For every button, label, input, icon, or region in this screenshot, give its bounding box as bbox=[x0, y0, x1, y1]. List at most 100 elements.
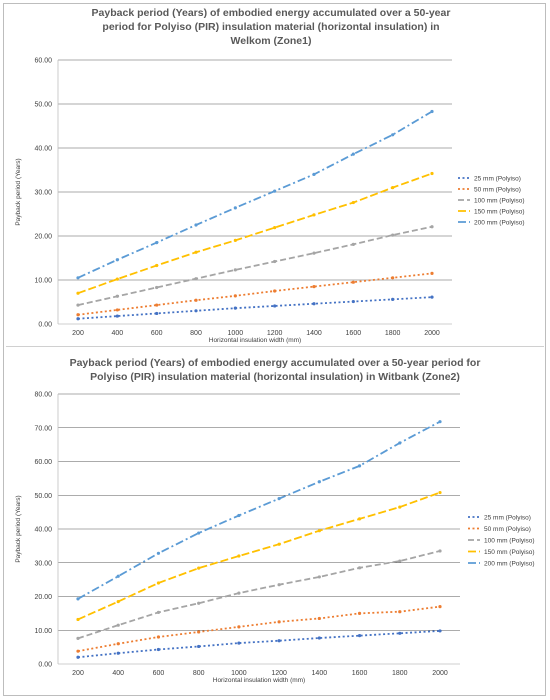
data-point bbox=[115, 314, 119, 318]
x-tick-label: 1400 bbox=[306, 330, 322, 337]
data-point bbox=[233, 306, 237, 310]
legend-label: 200 mm (Polyiso) bbox=[474, 219, 525, 226]
data-point bbox=[76, 649, 80, 653]
y-tick-label: 30.00 bbox=[34, 560, 52, 567]
y-tick-label: 0.00 bbox=[38, 322, 52, 329]
data-point bbox=[116, 574, 120, 578]
series-150mm bbox=[76, 490, 442, 622]
data-point bbox=[76, 597, 80, 601]
series-line bbox=[77, 550, 441, 640]
y-tick-label: 40.00 bbox=[34, 527, 52, 534]
data-point bbox=[197, 566, 201, 570]
data-point bbox=[438, 420, 442, 424]
chart-welkom: Payback period (Years) of embodied energ… bbox=[15, 7, 525, 344]
data-point bbox=[115, 277, 119, 281]
legend-label: 150 mm (Polyiso) bbox=[474, 208, 525, 215]
data-point bbox=[237, 591, 241, 595]
x-axis-label: Horizontal insulation width (mm) bbox=[213, 677, 305, 684]
data-point bbox=[76, 291, 80, 295]
series-50mm bbox=[76, 605, 442, 653]
data-point bbox=[317, 480, 321, 484]
data-point bbox=[116, 623, 120, 627]
data-point bbox=[317, 529, 321, 533]
x-tick-label: 400 bbox=[112, 670, 124, 677]
data-point bbox=[116, 599, 120, 604]
data-point bbox=[197, 644, 201, 649]
x-tick-label: 1600 bbox=[352, 670, 368, 677]
data-point bbox=[233, 238, 237, 242]
data-point bbox=[430, 271, 434, 275]
data-point bbox=[357, 611, 362, 615]
y-tick-label: 10.00 bbox=[34, 628, 52, 635]
data-point bbox=[155, 303, 159, 307]
series-150mm bbox=[76, 171, 434, 295]
legend-label: 150 mm (Polyiso) bbox=[484, 549, 535, 556]
data-point bbox=[398, 610, 402, 614]
data-point bbox=[197, 531, 201, 535]
legend-entry: 100 mm (Polyiso) bbox=[458, 197, 525, 204]
data-point bbox=[351, 280, 355, 284]
series-line bbox=[77, 491, 441, 621]
data-point bbox=[351, 242, 355, 246]
x-tick-label: 600 bbox=[153, 670, 165, 677]
data-point bbox=[115, 308, 119, 312]
data-point bbox=[76, 303, 80, 307]
chart-title-line: Payback period (Years) of embodied energ… bbox=[92, 7, 451, 19]
y-tick-label: 60.00 bbox=[34, 459, 52, 466]
legend-label: 100 mm (Polyiso) bbox=[474, 197, 525, 204]
legend-entry: 200 mm (Polyiso) bbox=[468, 560, 535, 567]
x-tick-label: 2000 bbox=[424, 330, 440, 337]
data-point bbox=[115, 258, 119, 262]
figure-frame bbox=[3, 3, 546, 696]
x-tick-label: 200 bbox=[72, 670, 84, 677]
x-tick-label: 1800 bbox=[385, 330, 401, 337]
series-line bbox=[77, 172, 433, 295]
data-point bbox=[273, 226, 277, 230]
data-point bbox=[277, 542, 281, 546]
data-point bbox=[233, 268, 237, 272]
series-line bbox=[77, 420, 441, 600]
series-line bbox=[77, 225, 433, 306]
data-point bbox=[194, 223, 198, 227]
data-point bbox=[156, 581, 161, 585]
chart-title-line: Welkom (Zone1) bbox=[231, 35, 312, 47]
data-point bbox=[312, 172, 316, 176]
data-point bbox=[351, 299, 355, 304]
series-line bbox=[77, 296, 433, 320]
x-tick-label: 600 bbox=[151, 330, 163, 337]
data-point bbox=[438, 490, 442, 495]
data-point bbox=[312, 285, 316, 289]
data-point bbox=[398, 505, 402, 509]
data-point bbox=[430, 225, 434, 229]
data-point bbox=[273, 289, 277, 293]
data-point bbox=[197, 601, 201, 605]
data-point bbox=[391, 297, 395, 301]
data-point bbox=[391, 276, 395, 280]
legend-label: 25 mm (Polyiso) bbox=[474, 175, 521, 182]
y-tick-label: 20.00 bbox=[34, 594, 52, 601]
data-point bbox=[277, 497, 281, 501]
data-point bbox=[155, 285, 159, 290]
series-line bbox=[77, 630, 441, 659]
chart-title-line: Payback period (Years) of embodied energ… bbox=[70, 357, 481, 369]
data-point bbox=[391, 186, 395, 190]
series-line bbox=[77, 272, 433, 316]
data-point bbox=[156, 635, 161, 639]
data-point bbox=[156, 610, 161, 614]
x-tick-label: 800 bbox=[190, 330, 202, 337]
data-point bbox=[277, 583, 281, 587]
data-point bbox=[194, 298, 198, 302]
data-point bbox=[237, 554, 241, 558]
y-tick-label: 20.00 bbox=[34, 234, 52, 241]
legend-entry: 200 mm (Polyiso) bbox=[458, 219, 525, 226]
data-point bbox=[237, 625, 241, 629]
x-tick-label: 1600 bbox=[346, 330, 362, 337]
y-tick-label: 70.00 bbox=[34, 425, 52, 432]
series-line bbox=[77, 605, 441, 653]
data-point bbox=[398, 631, 402, 635]
data-point bbox=[233, 206, 237, 210]
y-tick-label: 50.00 bbox=[34, 102, 52, 109]
legend-entry: 100 mm (Polyiso) bbox=[468, 537, 535, 544]
series-25mm bbox=[76, 295, 434, 321]
x-tick-label: 1000 bbox=[231, 670, 247, 677]
